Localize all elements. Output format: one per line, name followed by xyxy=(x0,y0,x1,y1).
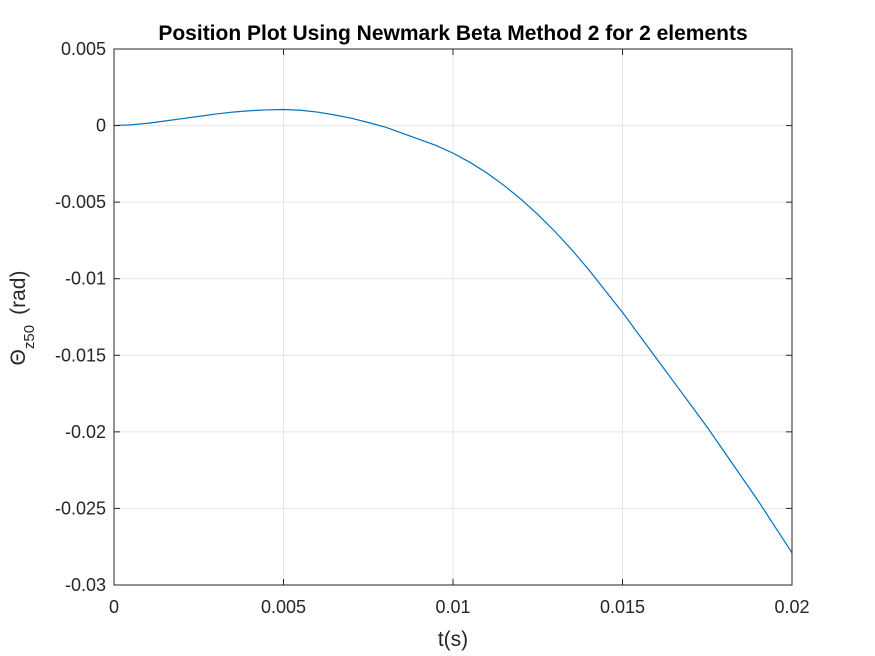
y-tick-label: 0 xyxy=(96,116,106,136)
y-tick-labels: 0.005 0 -0.005 -0.01 -0.015 -0.02 -0.025 -0.03 xyxy=(55,39,106,595)
y-axis-label-subscript: z50 xyxy=(21,325,38,349)
y-axis-label: Θz50 (rad) xyxy=(7,271,38,366)
ticks xyxy=(113,48,793,586)
y-tick-label: 0.005 xyxy=(61,39,106,59)
grid xyxy=(113,48,793,586)
x-tick-label: 0.005 xyxy=(261,597,306,617)
x-tick-labels: 0 0.005 0.01 0.015 0.02 xyxy=(109,597,810,617)
series-line xyxy=(113,108,793,554)
y-axis-label-symbol: Θ xyxy=(7,349,30,365)
y-axis-label-unit: (rad) xyxy=(7,271,30,315)
y-tick-label: -0.01 xyxy=(65,269,106,289)
x-axis-label: t(s) xyxy=(438,628,468,651)
x-tick-label: 0.02 xyxy=(774,597,809,617)
svg-text:Θz50(rad): Θz50 (rad) xyxy=(7,271,38,366)
chart-title: Position Plot Using Newmark Beta Method … xyxy=(158,22,747,45)
y-tick-label: -0.025 xyxy=(55,498,106,518)
y-tick-label: -0.03 xyxy=(65,575,106,595)
y-tick-label: -0.015 xyxy=(55,345,106,365)
x-tick-label: 0 xyxy=(109,597,119,617)
x-tick-label: 0.01 xyxy=(435,597,470,617)
x-tick-label: 0.015 xyxy=(600,597,645,617)
y-tick-label: -0.005 xyxy=(55,192,106,212)
y-tick-label: -0.02 xyxy=(65,422,106,442)
